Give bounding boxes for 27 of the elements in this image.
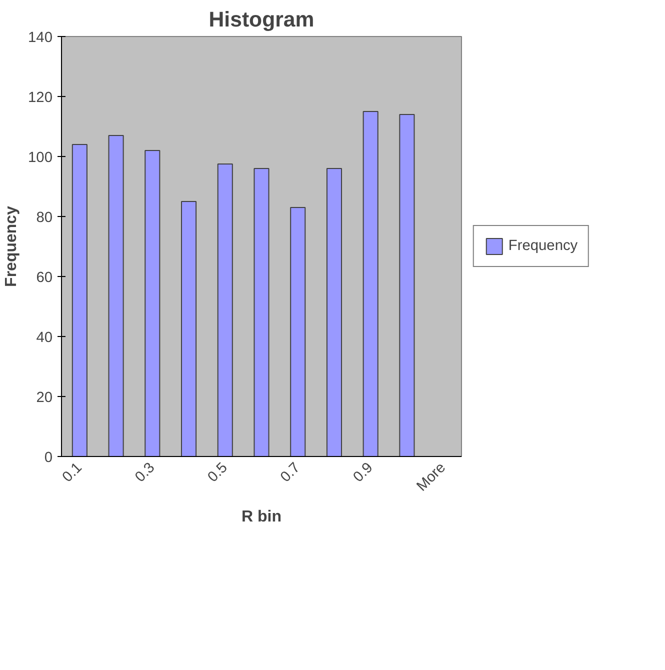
y-tick-label: 80 (36, 210, 53, 226)
legend-label: Frequency (508, 238, 578, 254)
y-tick-label: 20 (36, 390, 53, 406)
bar (290, 207, 306, 456)
y-tick-label: 60 (36, 270, 53, 286)
x-tick-label: 0.5 (205, 460, 231, 486)
x-tick-label: 0.7 (278, 460, 304, 486)
bar (362, 111, 378, 456)
x-axis-title: R bin (242, 508, 282, 526)
y-tick-label: 40 (36, 330, 53, 346)
chart-title: Histogram (208, 8, 314, 32)
x-tick-label: 0.1 (60, 460, 86, 486)
y-tick-label: 120 (28, 90, 53, 106)
x-tick-label: 0.3 (132, 460, 158, 486)
bar (108, 135, 124, 456)
y-tick-label: 0 (44, 450, 53, 466)
bar (181, 201, 197, 456)
bar (217, 164, 233, 456)
bar (144, 150, 160, 456)
bar (326, 168, 342, 456)
y-tick-label: 100 (28, 150, 53, 166)
x-tick-label: 0.9 (350, 460, 376, 486)
bar (72, 144, 88, 456)
bar (399, 114, 415, 456)
bar (254, 168, 270, 456)
y-axis-title: Frequency (3, 206, 20, 287)
y-tick-label: 140 (28, 30, 53, 46)
